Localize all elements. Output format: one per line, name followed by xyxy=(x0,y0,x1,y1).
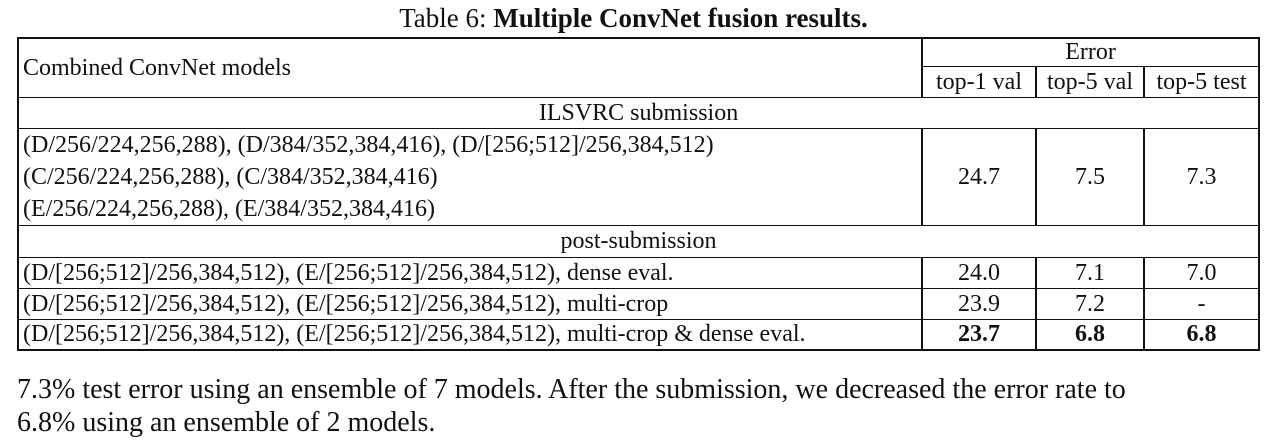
section-row: post-submission xyxy=(16,224,1261,257)
caption-prefix: Table 6: xyxy=(399,3,487,33)
section-title-post: post-submission xyxy=(16,224,1261,257)
models-cell: (D/[256;512]/256,384,512), (E/[256;512]/… xyxy=(17,256,923,288)
table-row: (D/[256;512]/256,384,512), (E/[256;512]/… xyxy=(17,287,1261,319)
top1-val-cell: 24.0 xyxy=(921,256,1037,288)
top5-val-cell: 6.8 xyxy=(1035,318,1145,351)
top5-test-cell: 7.0 xyxy=(1142,256,1261,288)
models-cell: (D/[256;512]/256,384,512), (E/[256;512]/… xyxy=(17,318,923,351)
table-caption: Table 6: Multiple ConvNet fusion results… xyxy=(0,2,1267,34)
paragraph-line: 6.8% using an ensemble of 2 models. xyxy=(17,407,436,438)
models-cell: (D/[256;512]/256,384,512), (E/[256;512]/… xyxy=(17,287,923,319)
models-line: (C/256/224,256,288), (C/384/352,384,416) xyxy=(23,163,438,190)
header-top5-test: top-5 test xyxy=(1142,65,1261,98)
section-title-ilsvrc: ILSVRC submission xyxy=(16,96,1261,128)
body-paragraph: 7.3% test error using an ensemble of 7 m… xyxy=(17,373,1257,439)
top5-test-cell: 6.8 xyxy=(1142,318,1261,351)
header-top1-val: top-1 val xyxy=(921,65,1037,98)
models-cell: (D/256/224,256,288), (D/384/352,384,416)… xyxy=(17,127,923,225)
header-subrow: top-1 val top-5 val top-5 test xyxy=(18,65,1261,98)
top1-val-cell: 23.9 xyxy=(921,287,1037,319)
section-row: ILSVRC submission xyxy=(16,96,1261,128)
models-line: (E/256/224,256,288), (E/384/352,384,416) xyxy=(23,195,435,222)
paragraph-line: 7.3% test error using an ensemble of 7 m… xyxy=(17,374,1126,405)
header-top5-val: top-5 val xyxy=(1035,65,1145,98)
top5-test-cell: - xyxy=(1142,287,1261,319)
top1-val-cell: 24.7 xyxy=(921,127,1037,225)
caption-title: Multiple ConvNet fusion results. xyxy=(493,3,868,33)
fusion-results-table: Combined ConvNet models Error top-1 val … xyxy=(16,37,1261,351)
table-row: (D/[256;512]/256,384,512), (E/[256;512]/… xyxy=(17,318,1261,351)
header-row: Combined ConvNet models Error xyxy=(17,37,1261,98)
header-error: Error xyxy=(920,37,1261,66)
top1-val-cell: 23.7 xyxy=(921,318,1037,351)
top5-val-cell: 7.2 xyxy=(1035,287,1145,319)
table-row: (D/[256;512]/256,384,512), (E/[256;512]/… xyxy=(17,256,1261,288)
header-models: Combined ConvNet models xyxy=(17,37,923,98)
top5-val-cell: 7.5 xyxy=(1035,127,1145,225)
table-row: (D/256/224,256,288), (D/384/352,384,416)… xyxy=(17,127,1261,225)
top5-test-cell: 7.3 xyxy=(1142,127,1261,225)
top5-val-cell: 7.1 xyxy=(1035,256,1145,288)
models-line: (D/256/224,256,288), (D/384/352,384,416)… xyxy=(23,131,714,158)
